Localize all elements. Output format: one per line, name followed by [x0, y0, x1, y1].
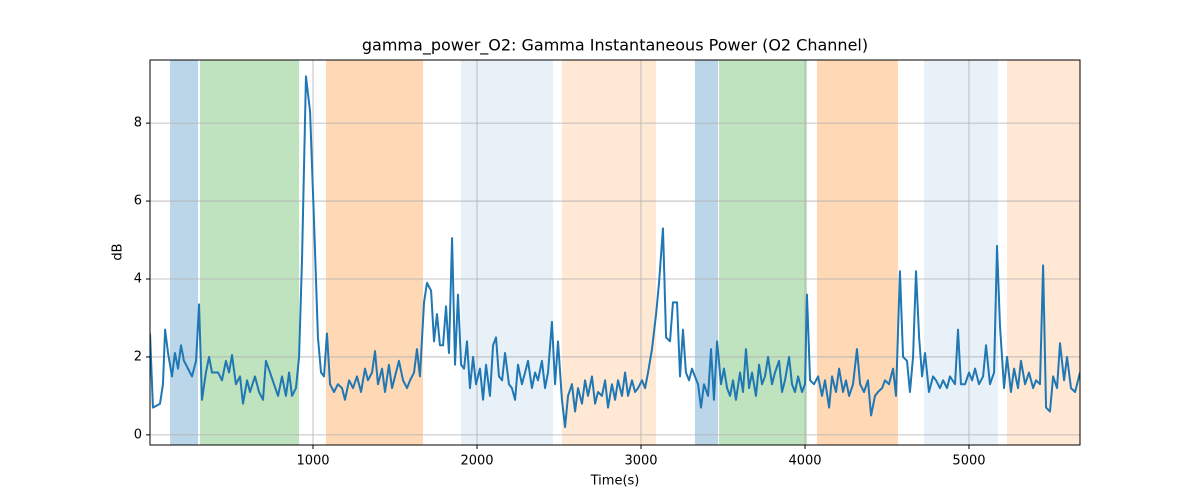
- y-axis-label: dB: [111, 243, 126, 260]
- shaded-span: [561, 60, 656, 445]
- y-tick-label: 2: [134, 349, 142, 364]
- shaded-span: [694, 60, 719, 445]
- x-axis-label: Time(s): [590, 474, 640, 489]
- y-tick-label: 4: [134, 271, 142, 286]
- shaded-span: [325, 60, 424, 445]
- shaded-span: [816, 60, 898, 445]
- lines: [150, 75, 1080, 429]
- y-tick-label: 8: [134, 116, 142, 131]
- x-tick-label: 3000: [624, 454, 657, 469]
- shaded-span: [170, 60, 199, 445]
- shaded-span: [460, 60, 553, 445]
- shaded-span: [924, 60, 999, 445]
- x-tick-label: 1000: [296, 454, 329, 469]
- data-line: [150, 75, 1080, 429]
- x-tick-label: 2000: [460, 454, 493, 469]
- y-tick-label: 6: [134, 194, 142, 209]
- spans: [170, 60, 1080, 445]
- y-tick-label: 0: [134, 427, 142, 442]
- plot-frame: [149, 59, 1081, 446]
- x-tick-label: 4000: [788, 454, 821, 469]
- ticks: 1000 2000 3000 4000 5000 0 2 4 6 8: [134, 116, 986, 469]
- chart-title: gamma_power_O2: Gamma Instantaneous Powe…: [362, 36, 868, 56]
- x-tick-label: 5000: [952, 454, 985, 469]
